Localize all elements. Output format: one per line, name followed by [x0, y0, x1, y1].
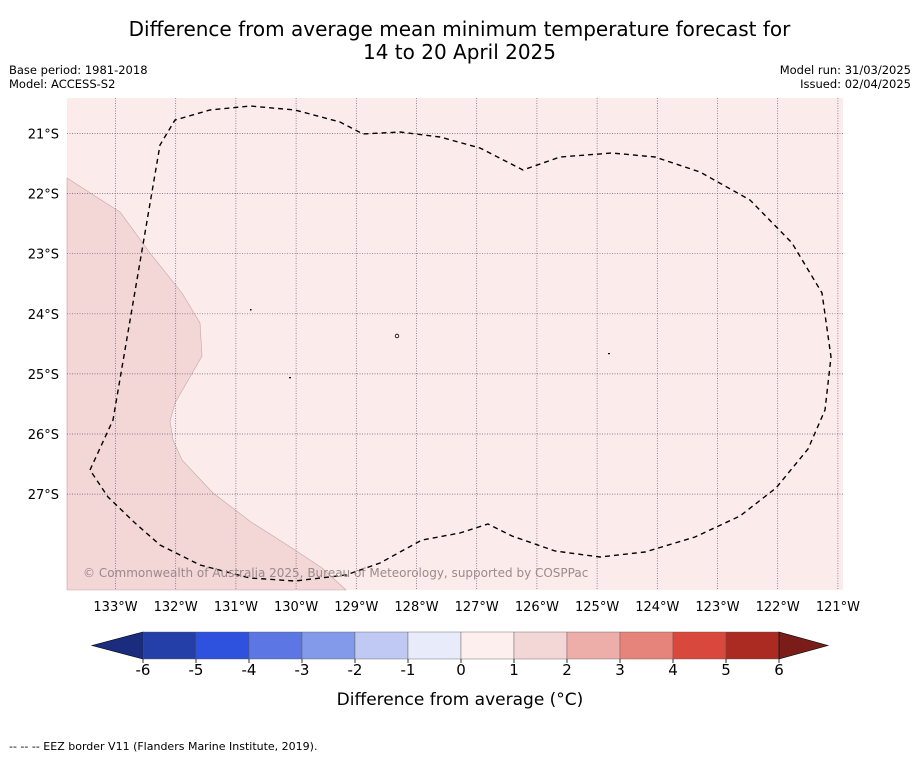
copyright-note: © Commonwealth of Australia 2025, Bureau…: [83, 566, 588, 580]
colorbar-tick-label: -5: [189, 661, 204, 679]
latitude-label: 27°S: [28, 488, 59, 503]
latitude-label: 25°S: [28, 368, 59, 383]
colorbar-segment: [619, 631, 674, 660]
latitude-label: 23°S: [28, 248, 59, 263]
model-run: Model run: 31/03/2025: [779, 63, 911, 77]
longitude-label: 124°W: [635, 600, 679, 615]
title-line-2: 14 to 20 April 2025: [362, 40, 557, 64]
colorbar-segment: [142, 631, 197, 660]
colorbar-segment: [301, 631, 356, 660]
island-mark: [250, 309, 252, 311]
longitude-label: 126°W: [515, 600, 559, 615]
colorbar-tick-label: 1: [509, 661, 519, 679]
latitude-label: 22°S: [28, 188, 59, 203]
map-title: Difference from average mean minimum tem…: [0, 18, 919, 64]
colorbar-segment: [354, 631, 409, 660]
colorbar-tick-label: 5: [721, 661, 731, 679]
longitude-label: 132°W: [154, 600, 198, 615]
latitude-label: 24°S: [28, 308, 59, 323]
longitude-label: 122°W: [756, 600, 800, 615]
run-info: Model run: 31/03/2025 Issued: 02/04/2025: [780, 63, 911, 91]
colorbar: -6 -5 -4 -3 -2 -1 0 1 2 3 4 5 6: [90, 631, 830, 679]
eez-border: [89, 105, 832, 582]
colorbar-tick-label: -4: [242, 661, 257, 679]
colorbar-over-triangle: [778, 631, 830, 660]
longitude-label: 129°W: [334, 600, 378, 615]
colorbar-tick-label: -3: [295, 661, 310, 679]
longitude-labels: 133°W 132°W 131°W 130°W 129°W 128°W 127°W 126°W…: [93, 600, 860, 615]
colorbar-segment: [725, 631, 780, 660]
colorbar-tick-label: 6: [774, 661, 784, 679]
longitude-label: 123°W: [695, 600, 739, 615]
longitude-label: 130°W: [274, 600, 318, 615]
anomaly-shading-1-to-2: [66, 177, 347, 591]
latitude-labels: 21°S 22°S 23°S 24°S 25°S 26°S 27°S: [28, 128, 59, 504]
colorbar-segment: [195, 631, 250, 660]
colorbar-segment: [460, 631, 515, 660]
colorbar-segment: [248, 631, 303, 660]
latitude-label: 21°S: [28, 128, 59, 143]
model-name: Model: ACCESS-S2: [9, 77, 116, 91]
base-period: Base period: 1981-2018: [9, 63, 148, 77]
colorbar-tick-label: -6: [136, 661, 151, 679]
island-mark: [289, 377, 291, 379]
longitude-label: 121°W: [816, 600, 860, 615]
colorbar-segment: [407, 631, 462, 660]
colorbar-segment: [566, 631, 621, 660]
issued-date: Issued: 02/04/2025: [800, 77, 911, 91]
base-info: Base period: 1981-2018 Model: ACCESS-S2: [9, 63, 148, 91]
longitude-label: 127°W: [455, 600, 499, 615]
colorbar-segment: [513, 631, 568, 660]
longitude-label: 131°W: [214, 600, 258, 615]
title-line-1: Difference from average mean minimum tem…: [128, 17, 791, 41]
island-marks: [250, 309, 610, 379]
colorbar-label: Difference from average (°C): [337, 690, 584, 710]
colorbar-tick-label: 4: [668, 661, 678, 679]
colorbar-under-triangle: [90, 631, 144, 660]
island-mark: [608, 353, 610, 355]
colorbar-tick-label: 2: [562, 661, 572, 679]
colorbar-tick-label: 3: [615, 661, 625, 679]
graticule: [67, 98, 843, 590]
longitude-label: 133°W: [93, 600, 137, 615]
colorbar-tick-label: -1: [401, 661, 416, 679]
island-mark: [394, 333, 400, 339]
longitude-label: 128°W: [394, 600, 438, 615]
latitude-label: 26°S: [28, 428, 59, 443]
longitude-label: 125°W: [575, 600, 619, 615]
colorbar-tick-label: 0: [456, 661, 466, 679]
colorbar-segment: [672, 631, 727, 660]
colorbar-tick-label: -2: [348, 661, 363, 679]
eez-footnote: -- -- -- EEZ border V11 (Flanders Marine…: [9, 740, 318, 753]
